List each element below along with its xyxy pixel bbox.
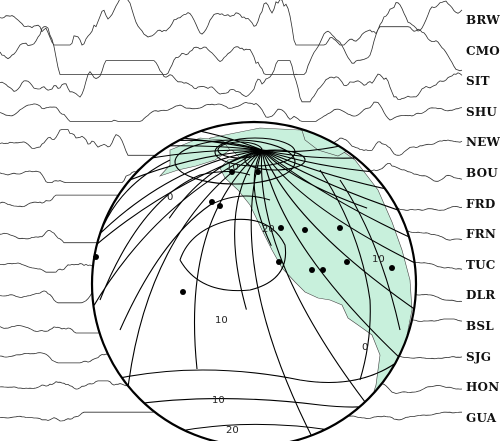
station-label-dlr: DLR: [466, 288, 496, 303]
station-marker: [309, 267, 315, 273]
station-label-frd: FRD: [466, 196, 496, 211]
contour-line: [92, 145, 263, 230]
station-marker: [276, 259, 282, 265]
alaska-landmass: [159, 137, 231, 177]
contour-line: [250, 149, 384, 441]
station-label-tuc: TUC: [466, 257, 496, 272]
contour-loop: [174, 139, 296, 185]
contour-line: [261, 149, 416, 215]
contour-line: [253, 149, 272, 247]
station-label-bou: BOU: [466, 166, 498, 180]
station-marker: [278, 225, 284, 231]
station-label-brw: BRW: [466, 13, 500, 27]
station-marker: [209, 199, 215, 205]
station-label-sit: SIT: [466, 74, 490, 89]
station-marker: [344, 259, 350, 265]
contour-labels: 10 0 20 10 10 0 10 20: [167, 162, 385, 436]
contour-line: [168, 149, 263, 219]
trace-brw: [0, 0, 463, 46]
trace-shu: [0, 101, 463, 122]
station-marker: [255, 169, 261, 175]
station-label-sjg: SJG: [466, 349, 492, 364]
contour-line: [92, 149, 263, 248]
station-marker: [217, 203, 223, 209]
contour-line: [261, 149, 416, 277]
station-label-shu: SHU: [466, 104, 498, 119]
station-label-gua: GUA: [466, 410, 497, 425]
contour-line: [109, 359, 401, 384]
contour-line: [194, 149, 263, 370]
trace-cmo: [0, 26, 463, 75]
contour-label: 0: [362, 342, 368, 353]
station-marker: [389, 265, 395, 271]
contour-loop: [244, 149, 306, 171]
contour-line: [119, 195, 271, 331]
contour-label: 10: [215, 315, 228, 326]
contour-line: [92, 149, 263, 441]
station-marker: [93, 254, 99, 260]
trace-sit: [0, 60, 463, 103]
station-marker: [320, 267, 326, 273]
contour-label: 10: [372, 254, 385, 265]
contour-label: 10: [212, 395, 225, 406]
contour-line: [92, 149, 263, 441]
contour-label: 20: [262, 224, 275, 235]
station-marker: [337, 225, 343, 231]
station-markers: [93, 169, 395, 295]
contour-line: [339, 179, 401, 331]
contour-line: [261, 149, 416, 265]
station-marker: [229, 169, 235, 175]
contour-loop: [217, 141, 263, 159]
globe-outline: [90, 120, 418, 441]
contour-line: [92, 149, 263, 254]
contour-line: [319, 169, 371, 381]
station-marker: [180, 289, 186, 295]
contour-line: [234, 149, 263, 310]
station-marker: [302, 227, 308, 233]
contour-label: 0: [167, 192, 173, 203]
contour-label: 10: [226, 162, 239, 173]
station-label-frn: FRN: [466, 227, 497, 242]
north-america-landmass: [189, 127, 413, 431]
station-label-new: NEW: [466, 135, 500, 150]
contour-line: [261, 149, 368, 209]
station-label-cmo: CMO: [466, 43, 500, 58]
contour-line: [92, 131, 263, 186]
station-label-bsl: BSL: [466, 319, 494, 333]
contour-line: [261, 149, 416, 331]
contour-label: 20: [226, 425, 239, 436]
contour-line: [179, 218, 287, 292]
station-label-hon: HON: [466, 380, 500, 395]
